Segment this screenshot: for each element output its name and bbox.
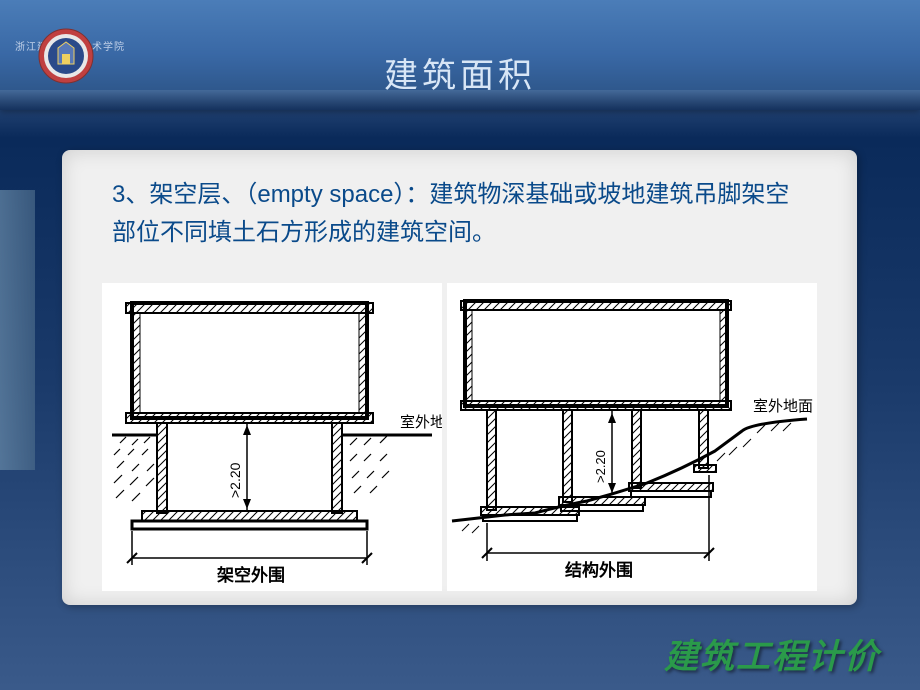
caption-right: 结构外围	[565, 560, 633, 580]
dim-label: >2.20	[227, 462, 243, 498]
diagram-left: 室外地面 >2.20 架空外围	[102, 283, 442, 591]
diagram-row: 室外地面 >2.20 架空外围	[82, 273, 837, 591]
footer-text: 建筑工程计价	[664, 629, 880, 678]
slide: 浙江建设职业技术学院 建筑面积 3、架空层、（empty space）：建筑物深…	[0, 0, 920, 690]
ground-label: 室外地面	[400, 414, 442, 431]
diagram-right: 室外地面 >2.20 结构外围	[447, 283, 817, 591]
dim-label-r: >2.20	[593, 450, 608, 483]
content-text: 3、架空层、（empty space）：建筑物深基础或坡地建筑吊脚架空部位不同填…	[82, 172, 837, 273]
side-photo-strip	[0, 190, 35, 470]
page-title: 建筑面积	[0, 48, 920, 97]
caption-left: 架空外围	[217, 565, 285, 585]
ground-label-r: 室外地面	[753, 398, 813, 415]
content-panel: 3、架空层、（empty space）：建筑物深基础或坡地建筑吊脚架空部位不同填…	[62, 150, 857, 605]
